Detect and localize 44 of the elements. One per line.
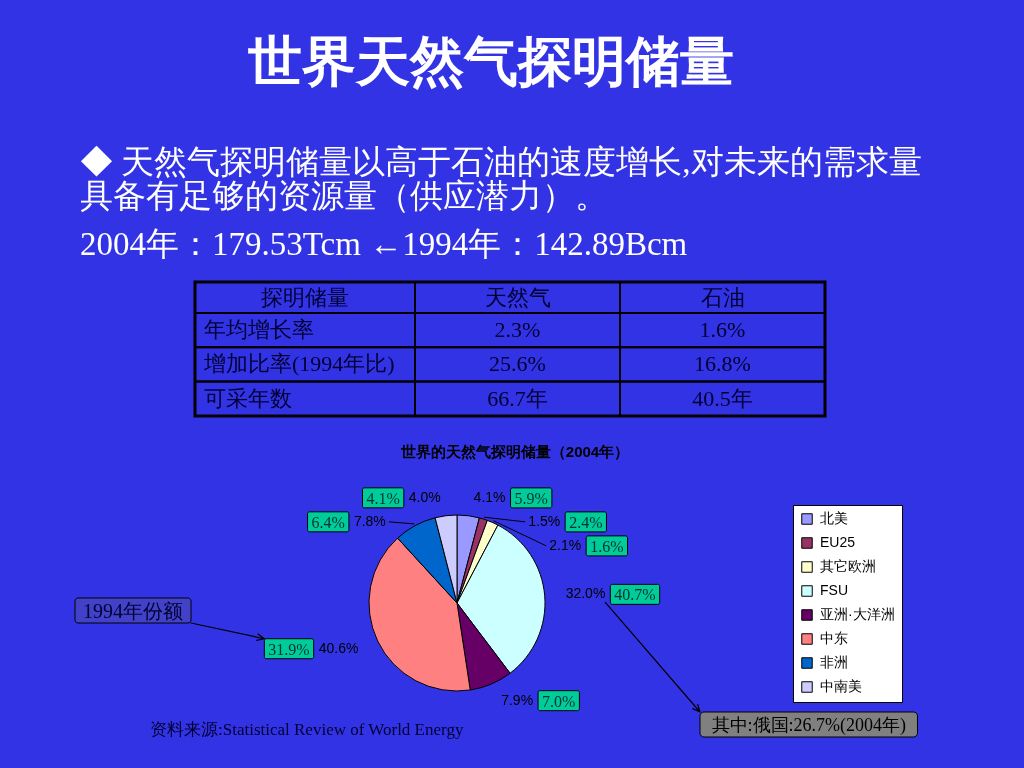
chart-title: 世界的天然气探明储量（2004年）: [399, 443, 630, 460]
text: 5.9%: [514, 489, 548, 507]
text: 世界天然气探明储量: [248, 32, 734, 92]
text: 探明储量: [261, 284, 349, 310]
text: 可采年数: [204, 385, 292, 411]
data-label: 4.1%: [473, 488, 506, 505]
text: ◆ 天然气探明储量以高于石油的速度增长,对未来的需求量: [80, 144, 922, 180]
text: 年均增长率: [204, 317, 314, 343]
text: 40.5年: [692, 385, 753, 411]
text: 天然气: [484, 284, 551, 310]
legend-label: 北美: [820, 510, 848, 526]
data-label: 32.0%: [565, 585, 606, 602]
data-label: 40.6%: [318, 639, 359, 656]
legend-label: 非洲: [820, 654, 848, 670]
text: 2.4%: [569, 513, 603, 531]
text: 31.9%: [268, 640, 310, 658]
text: 2.3%: [494, 317, 541, 343]
text: 6.4%: [311, 513, 345, 531]
text: 66.7年: [487, 385, 548, 411]
legend-label: 其它欧洲: [820, 558, 876, 574]
text: 7.0%: [542, 692, 576, 710]
text: 1.6%: [590, 537, 624, 555]
legend-label: 亚洲·大洋洲: [820, 606, 895, 622]
text: 具备有足够的资源量（供应潜力）。: [80, 178, 608, 214]
text: 4.1%: [366, 489, 400, 507]
legend-label: EU25: [820, 534, 856, 550]
text: 16.8%: [694, 351, 751, 377]
text: 石油: [700, 284, 745, 310]
text: 增加比率(1994年比): [203, 351, 395, 377]
data-label: 1.5%: [528, 512, 561, 529]
data-label: 4.0%: [408, 488, 441, 505]
legend-label: 中南美: [820, 678, 862, 694]
text: 其中:俄国:26.7%(2004年): [711, 714, 906, 735]
data-label: 7.8%: [353, 512, 386, 529]
text: 1994年份额: [83, 599, 183, 622]
legend-label: FSU: [820, 582, 848, 598]
text: 2004年：179.53Tcm ←1994年：142.89Bcm: [80, 226, 688, 262]
text: 资料来源:Statistical Review of World Energy: [150, 720, 464, 739]
text: 40.7%: [614, 586, 656, 604]
text: 1.6%: [699, 317, 746, 343]
text: 25.6%: [489, 351, 546, 377]
data-label: 7.9%: [501, 691, 534, 708]
legend-label: 中东: [820, 630, 848, 646]
data-label: 2.1%: [549, 536, 582, 553]
